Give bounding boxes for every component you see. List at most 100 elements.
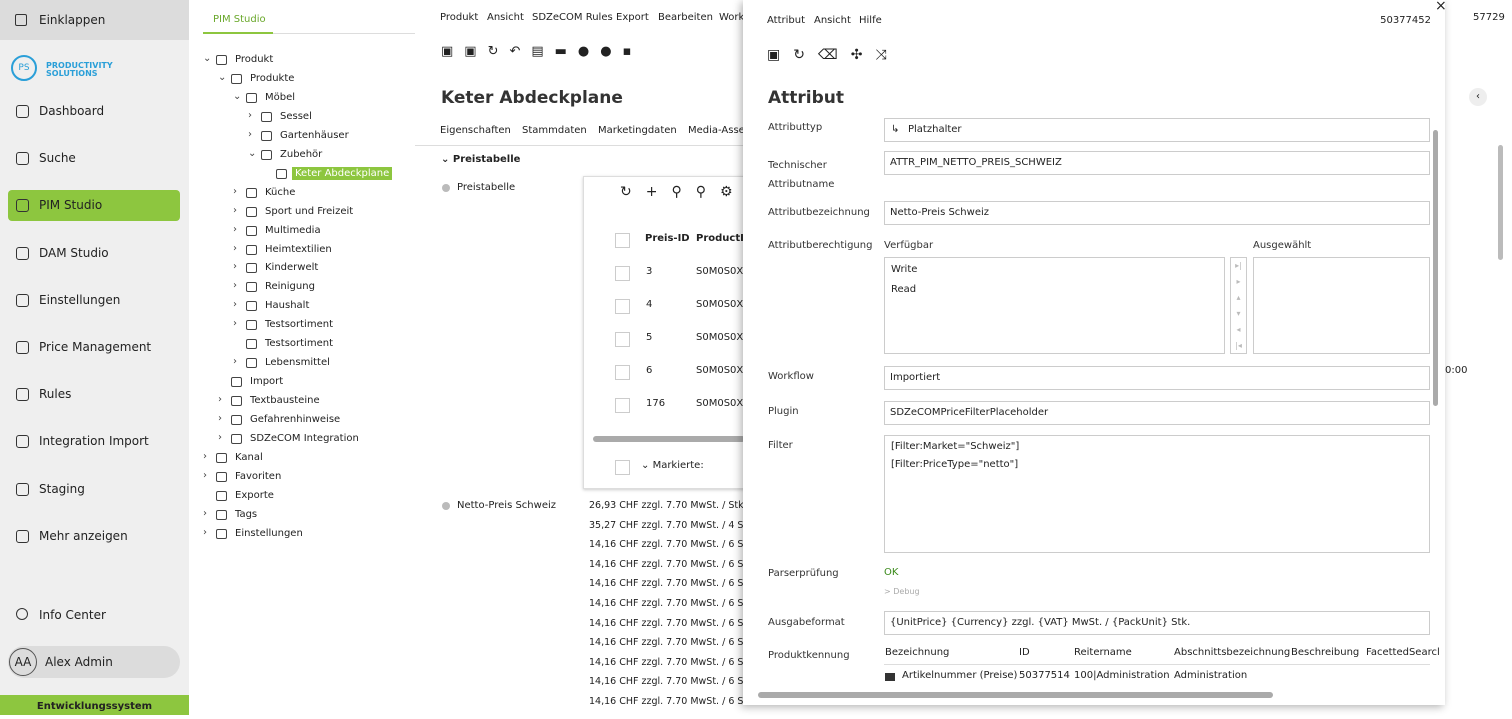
tree-toggle[interactable]: › [218,394,222,406]
tree-node[interactable]: Sport und Freizeit [265,205,354,217]
tree-node[interactable]: Einstellungen [235,527,303,539]
tree-node[interactable]: Testsortiment [265,319,333,331]
checkbox[interactable] [615,233,630,248]
nav-item[interactable]: Suche [39,151,76,166]
text-input[interactable] [884,201,1430,225]
tab[interactable]: Stammdaten [522,125,587,136]
nav-item[interactable]: Price Management [39,340,152,354]
nav-item[interactable]: Integration Import [39,434,149,449]
tree-toggle[interactable]: › [248,109,252,121]
tree-node[interactable]: Sessel [280,110,312,122]
v-scrollbar[interactable] [1498,145,1503,260]
nav-item[interactable]: Einstellungen [39,292,121,307]
tree-toggle[interactable]: › [203,507,207,519]
tree-node[interactable]: Zubehör [280,148,323,160]
tree-toggle[interactable]: › [203,450,207,462]
section-title[interactable]: ⌄ Preistabelle [441,154,521,165]
collapse-row[interactable] [0,0,189,40]
tree-toggle[interactable]: › [248,128,252,140]
collapse-label[interactable]: Einklappen [39,13,106,27]
menu-item[interactable]: Produkt [440,12,479,23]
debug-link[interactable]: > Debug [884,587,920,596]
v-scrollbar[interactable] [1433,130,1438,406]
close-button[interactable]: × [1435,0,1447,14]
menu-item[interactable]: Hilfe [859,15,882,26]
checkbox[interactable] [615,332,630,347]
dialog-toolbar[interactable]: ▣↻⌫✣⤨ [767,47,900,63]
tree-node[interactable]: Kanal [235,451,263,463]
tree-toggle[interactable]: › [233,356,237,368]
menu-item[interactable]: Attribut [767,15,806,26]
tree-toggle[interactable]: ⌄ [233,90,242,102]
nav-item[interactable]: DAM Studio [39,245,109,260]
tree-node[interactable]: Import [250,376,284,388]
tree-node[interactable]: Testsortiment [265,338,333,350]
tree-node[interactable]: Keter Abdeckplane [292,166,393,180]
tab[interactable]: Eigenschaften [440,125,511,136]
tree-toggle[interactable]: › [233,185,237,197]
menu-item[interactable]: Ansicht [814,15,851,26]
menu-item[interactable]: Ansicht [487,12,524,23]
text-input[interactable] [884,401,1430,425]
toolbar[interactable]: ▣▣↻↶▤▬●●▪ [441,44,643,59]
tree-toggle[interactable]: › [233,242,237,254]
tree-node[interactable]: Favoriten [235,470,282,482]
tree-toggle[interactable]: › [233,318,237,330]
menu-item[interactable]: Bearbeiten [658,12,713,23]
checkbox[interactable] [615,398,630,413]
menu-item[interactable]: Work [719,12,745,23]
list-option[interactable]: Read [891,284,917,295]
tab[interactable]: Media-Asset [688,125,749,136]
tab[interactable]: Marketingdaten [598,125,677,136]
select-input[interactable] [884,118,1430,142]
tree-toggle[interactable]: ⌄ [218,71,227,83]
tree-node[interactable]: Gefahrenhinweise [250,414,341,426]
tree-node[interactable]: Lebensmittel [265,357,330,369]
text-input[interactable] [884,611,1430,635]
selected-list[interactable] [1253,257,1430,354]
list-option[interactable]: Write [891,264,918,275]
tree-toggle[interactable]: › [233,261,237,273]
nav-item[interactable]: Dashboard [39,104,105,118]
table-toolbar[interactable]: ↻+⚲⚲⚙ [620,184,747,200]
move-buttons[interactable]: ▸| ▸ ▴ ▾ ◂ |◂ [1230,257,1247,354]
tree-node[interactable]: SDZeCOM Integration [250,433,359,444]
tree-node[interactable]: Möbel [265,91,296,103]
tree-tab[interactable]: PIM Studio [213,14,266,25]
tree-toggle[interactable]: › [233,204,237,216]
tree-toggle[interactable]: › [218,432,222,443]
text-input[interactable] [884,366,1430,390]
tree-node[interactable]: Küche [265,186,296,198]
h-scrollbar[interactable] [758,692,1273,698]
tree-node[interactable]: Gartenhäuser [280,129,349,141]
tree-toggle[interactable]: ⌄ [203,53,212,64]
h-scrollbar[interactable] [593,436,745,442]
checkbox[interactable] [615,365,630,380]
tree-toggle[interactable]: › [233,299,237,311]
tree-toggle[interactable]: ⌄ [248,147,257,159]
checkbox[interactable] [615,266,630,281]
nav-item[interactable]: Staging [39,481,85,496]
tree-node[interactable]: Reinigung [265,281,315,293]
tree-node[interactable]: Produkte [250,72,295,84]
text-input[interactable] [884,151,1430,175]
info-center[interactable]: Info Center [39,608,106,622]
tree-toggle[interactable]: › [203,526,207,538]
tree-node[interactable]: Heimtextilien [265,243,332,255]
tree-node[interactable]: Exporte [235,489,274,501]
textarea[interactable]: [Filter:Market="Schweiz"] [Filter:PriceTy… [884,435,1430,553]
nav-item[interactable]: Mehr anzeigen [39,528,128,543]
tree-node[interactable]: Kinderwelt [265,262,319,274]
tree-toggle[interactable]: › [233,223,237,235]
available-list[interactable]: Write Read [884,257,1225,354]
nav-item[interactable]: Rules [39,387,72,402]
checkbox[interactable] [615,460,630,475]
nav-item[interactable]: PIM Studio [39,198,103,213]
tree-toggle[interactable]: › [218,413,222,425]
tree-node[interactable]: Produkt [235,54,274,65]
checkbox[interactable] [615,299,630,314]
back-button[interactable]: ‹ [1469,88,1487,106]
tree-node[interactable]: Tags [235,508,258,520]
tree-node[interactable]: Haushalt [265,300,310,312]
tree-node[interactable]: Textbausteine [250,395,320,407]
